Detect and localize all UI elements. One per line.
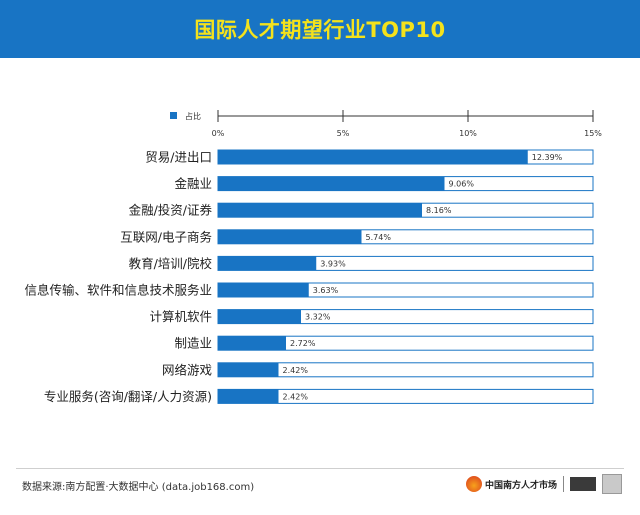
bar bbox=[218, 229, 362, 244]
bar-value-label: 8.16% bbox=[426, 206, 452, 215]
bar-value-label: 3.32% bbox=[305, 313, 331, 322]
bar-chart: 占比 0% 5% 10% 15% 12.39% 贸易/进出口 9.06% 金融业 8.16% 金融/… bbox=[24, 110, 602, 404]
footer-logos: 中国南方人才市场 bbox=[465, 474, 622, 494]
logo-text: 中国南方人才市场 bbox=[484, 480, 557, 491]
x-tick-label: 5% bbox=[337, 129, 350, 138]
bar-value-label: 2.42% bbox=[283, 392, 309, 401]
category-label: 互联网/电子商务 bbox=[120, 229, 212, 244]
bar bbox=[218, 203, 422, 218]
southern-talent-market-logo: 中国南方人才市场 bbox=[465, 476, 557, 492]
footer-divider bbox=[16, 468, 624, 469]
bar-value-label: 9.06% bbox=[449, 180, 475, 189]
bar-value-label: 3.63% bbox=[313, 286, 339, 295]
category-label: 专业服务(咨询/翻译/人力资源) bbox=[44, 389, 212, 404]
bar bbox=[218, 283, 309, 297]
bar bbox=[218, 176, 445, 191]
bar bbox=[218, 309, 301, 324]
header-banner: 国际人才期望行业TOP10 bbox=[0, 0, 640, 58]
category-label: 信息传输、软件和信息技术服务业 bbox=[24, 283, 212, 298]
bar-value-label: 5.74% bbox=[366, 233, 392, 242]
category-label: 金融/投资/证券 bbox=[129, 203, 213, 218]
category-label: 贸易/进出口 bbox=[145, 150, 212, 165]
page-title: 国际人才期望行业TOP10 bbox=[194, 18, 446, 42]
category-label: 教育/培训/院校 bbox=[129, 256, 213, 271]
logo-divider bbox=[563, 476, 564, 492]
bar bbox=[218, 362, 279, 377]
category-label: 金融业 bbox=[174, 176, 212, 191]
partner-logo-icon bbox=[570, 477, 596, 491]
bar bbox=[218, 389, 279, 404]
x-tick-label: 0% bbox=[212, 129, 225, 138]
bar bbox=[218, 150, 528, 164]
x-tick-label: 10% bbox=[459, 129, 477, 138]
bar-value-label: 12.39% bbox=[532, 153, 563, 162]
legend-swatch bbox=[170, 112, 177, 119]
chart-area: 占比 0% 5% 10% 15% 12.39% 贸易/进出口 9.06% 金融业 8.16% 金融/… bbox=[0, 58, 640, 463]
bar bbox=[218, 256, 317, 271]
category-label: 制造业 bbox=[174, 336, 212, 351]
legend-label: 占比 bbox=[185, 111, 201, 121]
bar bbox=[218, 336, 286, 351]
data-source-note: 数据来源:南方配置·大数据中心 (data.job168.com) bbox=[22, 482, 255, 493]
bar-value-label: 2.72% bbox=[290, 339, 316, 348]
category-label: 网络游戏 bbox=[162, 362, 212, 377]
bar-value-label: 2.42% bbox=[283, 366, 309, 375]
bar-value-label: 3.93% bbox=[320, 259, 346, 268]
partner-seal-icon bbox=[602, 474, 622, 494]
sun-logo-icon bbox=[465, 476, 482, 492]
x-tick-label: 15% bbox=[584, 129, 602, 138]
category-label: 计算机软件 bbox=[149, 309, 212, 324]
